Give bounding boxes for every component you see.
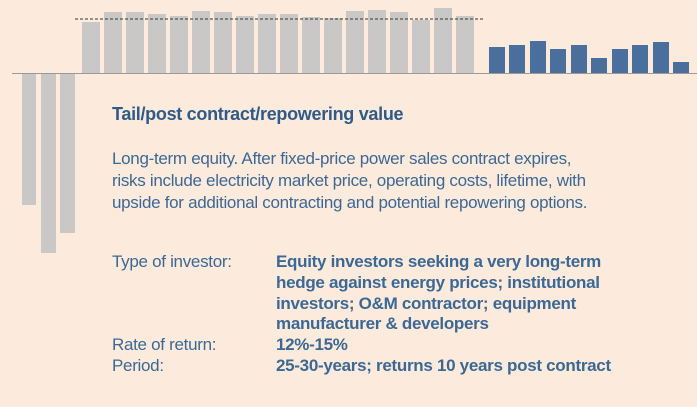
detail-value: manufacturer & developers bbox=[276, 314, 489, 334]
detail-label: Type of investor: bbox=[112, 252, 232, 271]
detail-label: Period: bbox=[112, 356, 164, 375]
detail-value: 12%-15% bbox=[276, 335, 348, 355]
detail-value: investors; O&M contractor; equipment bbox=[276, 293, 576, 313]
description-line: Long-term equity. After fixed-price powe… bbox=[112, 149, 572, 168]
detail-label: Rate of return: bbox=[112, 335, 217, 355]
description-line: risks include electricity market price, … bbox=[112, 171, 586, 190]
title: Tail/post contract/repowering value bbox=[112, 104, 404, 124]
description-line: upside for additional contracting and po… bbox=[112, 193, 588, 212]
detail-value: 25-30-years; returns 10 years post contr… bbox=[276, 356, 611, 375]
blue-bars bbox=[489, 41, 689, 73]
negative-bars bbox=[22, 74, 75, 253]
detail-value: hedge against energy prices; institution… bbox=[276, 272, 600, 292]
detail-value: Equity investors seeking a very long-ter… bbox=[276, 252, 601, 271]
gray-bars bbox=[82, 8, 474, 73]
